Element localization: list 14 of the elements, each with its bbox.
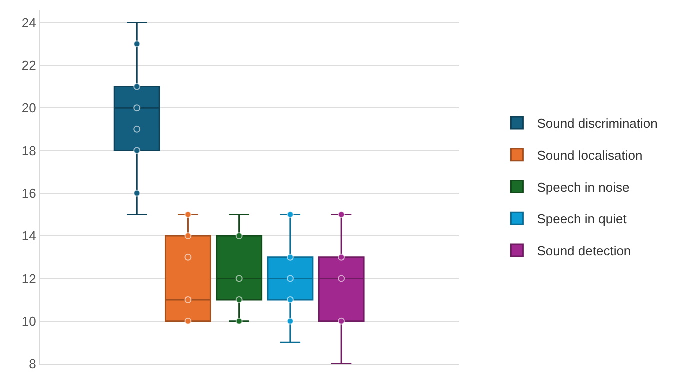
y-tick-label: 24 <box>22 15 36 30</box>
legend-label: Sound localisation <box>537 148 643 163</box>
y-tick-label: 10 <box>22 314 36 329</box>
legend-label: Sound detection <box>537 244 632 259</box>
legend-label: Speech in quiet <box>537 212 628 227</box>
y-tick-label: 12 <box>22 271 36 286</box>
y-tick-label: 22 <box>22 58 36 73</box>
y-tick-label: 20 <box>22 100 36 116</box>
y-tick-label: 18 <box>22 143 36 158</box>
y-tick-label: 8 <box>29 356 36 372</box>
legend-label: Sound discrimination <box>537 116 658 132</box>
legend-label: Speech in noise <box>537 180 630 195</box>
y-tick-label: 14 <box>22 228 36 244</box>
y-tick-label: 16 <box>22 186 36 201</box>
